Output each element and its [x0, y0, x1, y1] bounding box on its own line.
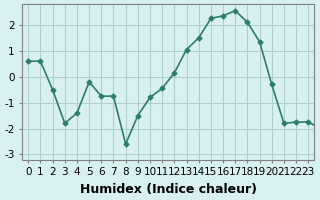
X-axis label: Humidex (Indice chaleur): Humidex (Indice chaleur)	[80, 183, 257, 196]
